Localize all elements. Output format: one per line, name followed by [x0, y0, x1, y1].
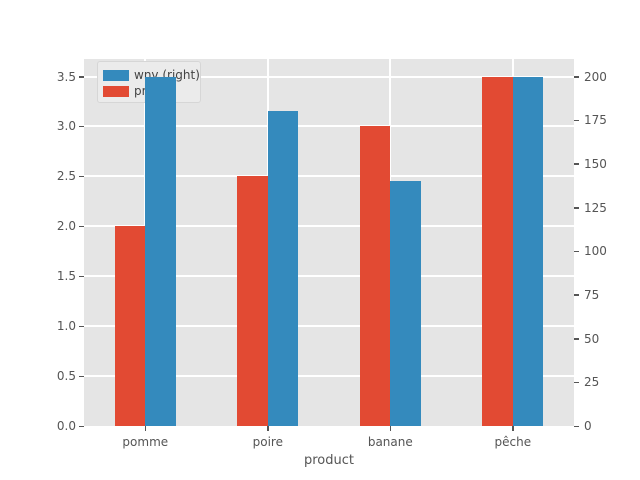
y-right-tick-label: 0 [584, 419, 592, 433]
y-right-tick [574, 76, 579, 78]
gridline [84, 325, 574, 328]
y-left-tick-label: 2.5 [56, 169, 76, 184]
y-right-tick [574, 119, 579, 122]
bar-prix-pêche [482, 76, 513, 426]
bar-wnv-poire [267, 111, 299, 426]
y-right-tick [574, 381, 579, 384]
y-left-tick-label: 3.0 [56, 119, 76, 134]
y-right-tick [574, 294, 579, 296]
x-tick [512, 426, 514, 431]
bar-prix-banane [359, 126, 391, 426]
y-left-tick [79, 275, 84, 278]
x-tick-label-pêche: pêche [494, 435, 532, 449]
y-right-tick [574, 425, 579, 427]
y-left-tick [79, 76, 84, 78]
y-right-tick [574, 207, 579, 209]
y-left-tick-label: 1.5 [56, 269, 76, 284]
gridline [84, 125, 574, 128]
x-tick [389, 426, 391, 431]
x-tick [267, 426, 269, 431]
y-left-tick [79, 375, 84, 378]
y-left-tick [79, 125, 84, 128]
y-right-tick-label: 50 [584, 331, 600, 346]
y-left-tick-label: 0.0 [56, 419, 76, 433]
y-right-tick-label: 150 [584, 156, 607, 171]
y-left-tick [79, 325, 84, 328]
bar-wnv-banane [390, 181, 421, 426]
gridline [84, 175, 574, 178]
y-left-tick-label: 2.0 [56, 219, 76, 234]
legend-swatch-red [103, 85, 129, 97]
y-right-tick-label: 125 [584, 200, 607, 215]
y-right-tick-label: 25 [584, 375, 600, 390]
bar-wnv-pêche [512, 76, 544, 426]
x-tick-label-banane: banane [367, 435, 413, 449]
gridline [84, 75, 574, 78]
y-left-tick-label: 0.5 [56, 369, 76, 384]
x-tick-label-poire: poire [252, 435, 283, 449]
y-right-tick [574, 250, 579, 253]
y-left-tick-label: 3.5 [56, 69, 76, 84]
plot-area [84, 59, 574, 426]
x-tick-label-pomme: pomme [122, 435, 169, 449]
y-right-tick-label: 100 [584, 244, 607, 259]
y-right-tick-label: 175 [584, 113, 607, 128]
y-right-tick [574, 163, 579, 165]
gridline [84, 375, 574, 378]
y-left-tick [79, 175, 84, 178]
y-right-tick-label: 75 [584, 287, 600, 302]
bar-prix-poire [237, 176, 268, 426]
gridline [84, 275, 574, 278]
y-right-tick [574, 338, 579, 340]
y-left-tick [79, 225, 84, 228]
x-axis-title: product [303, 453, 354, 468]
y-right-tick-label: 200 [584, 69, 607, 84]
x-tick [144, 426, 146, 431]
y-left-tick [79, 425, 84, 427]
y-left-tick-label: 1.0 [56, 319, 76, 334]
gridline [84, 225, 574, 228]
bar-wnv-pomme [145, 76, 176, 426]
bar-prix-pomme [114, 226, 146, 426]
legend-swatch-blue [103, 69, 129, 81]
